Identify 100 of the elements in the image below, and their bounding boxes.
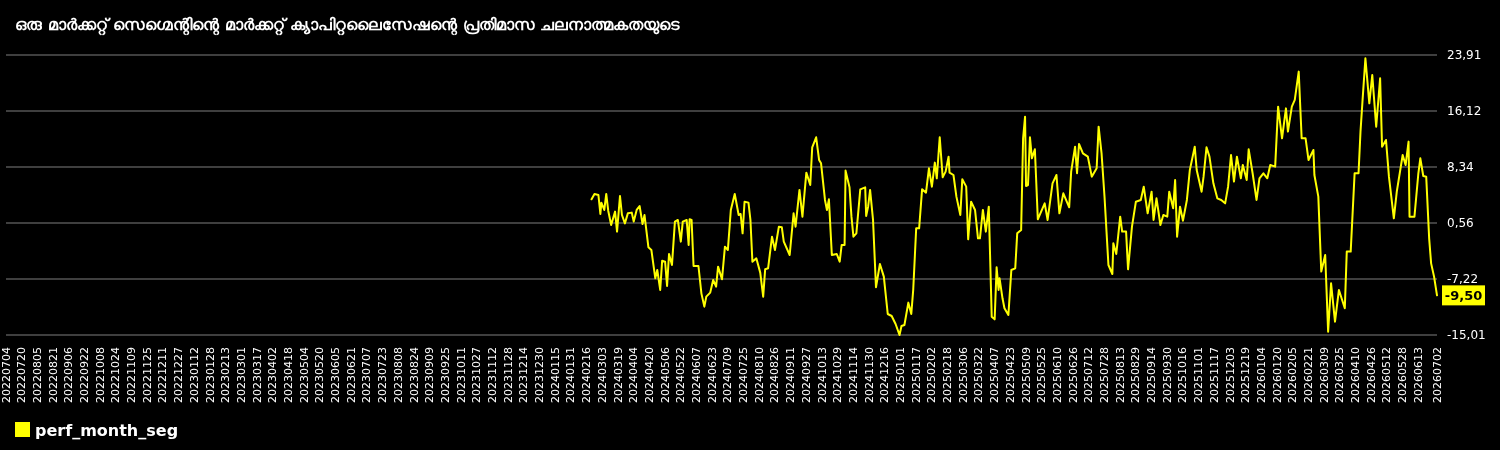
x-tick-label: 20241216 — [878, 347, 892, 403]
x-tick-label: 20221227 — [172, 347, 186, 403]
x-tick-label: 20230213 — [219, 347, 233, 403]
x-tick-label: 20230520 — [313, 347, 327, 403]
x-tick-label: 20240810 — [752, 347, 766, 403]
x-tick-label: 20231112 — [485, 347, 499, 403]
x-tick-label: 20230301 — [234, 347, 248, 403]
x-tick-label: 20221125 — [140, 347, 154, 403]
y-tick-label: 0,56 — [1447, 215, 1474, 230]
x-tick-label: 20250930 — [1160, 347, 1174, 403]
x-tick-label: 20230824 — [407, 347, 421, 403]
x-tick-label: 20260702 — [1430, 347, 1444, 403]
x-tick-label: 20240607 — [689, 347, 703, 403]
x-tick-label: 20240826 — [768, 347, 782, 403]
x-tick-label: 20250813 — [1113, 347, 1127, 403]
x-tick-label: 20240303 — [595, 347, 609, 403]
x-tick-label: 20220720 — [15, 347, 29, 403]
y-tick-label: 23,91 — [1447, 48, 1482, 62]
x-tick-label: 20260221 — [1302, 347, 1316, 403]
x-tick-label: 20241013 — [815, 347, 829, 403]
x-tick-label: 20240522 — [674, 347, 688, 403]
x-tick-label: 20240115 — [548, 347, 562, 403]
x-tick-label: 20240216 — [580, 347, 594, 403]
x-tick-label: 20250914 — [1145, 347, 1159, 403]
x-tick-label: 20241029 — [831, 347, 845, 403]
x-tick-label: 20230504 — [297, 347, 311, 403]
line-series — [590, 57, 1438, 336]
x-tick-label: 20231214 — [517, 347, 531, 403]
x-tick-label: 20260309 — [1317, 347, 1331, 403]
x-tick-label: 20260613 — [1411, 347, 1425, 403]
x-tick-label: 20230808 — [391, 347, 405, 403]
x-tick-label: 20260205 — [1286, 347, 1300, 403]
legend-label: perf_month_seg — [35, 420, 179, 440]
x-tick-label: 20260426 — [1364, 347, 1378, 403]
x-tick-label: 20251203 — [1223, 347, 1237, 403]
x-tick-label: 20220704 — [0, 347, 13, 403]
y-tick-label: 8,34 — [1447, 160, 1474, 175]
x-tick-label: 20241130 — [862, 347, 876, 403]
x-tick-label: 20240506 — [658, 347, 672, 403]
x-tick-label: 20250202 — [925, 347, 939, 403]
x-tick-label: 20250218 — [941, 347, 955, 403]
x-tick-label: 20250626 — [1066, 347, 1080, 403]
x-tick-label: 20240709 — [721, 347, 735, 403]
x-tick-label: 20240927 — [799, 347, 813, 403]
x-tick-label: 20231128 — [501, 347, 515, 403]
x-tick-label: 20250525 — [1035, 347, 1049, 403]
x-tick-label: 20250423 — [1003, 347, 1017, 403]
x-tick-label: 20220922 — [77, 347, 91, 403]
x-tick-label: 20251117 — [1207, 347, 1221, 403]
annotation: -9,50 — [1444, 287, 1483, 303]
x-tick-label: 20250117 — [909, 347, 923, 403]
x-tick-label: 20240911 — [784, 347, 798, 403]
x-tick-label: 20221024 — [109, 347, 123, 403]
x-tick-label: 20251219 — [1239, 347, 1253, 403]
x-tick-label: 20260410 — [1349, 347, 1363, 403]
x-tick-label: 20231027 — [470, 347, 484, 403]
x-tick-label: 20260104 — [1254, 347, 1268, 403]
x-tick-label: 20260120 — [1270, 347, 1284, 403]
y-tick-label: -15,01 — [1447, 328, 1486, 342]
x-tick-label: 20250712 — [1082, 347, 1096, 403]
x-tick-label: 20240319 — [611, 347, 625, 403]
x-tick-label: 20230925 — [438, 347, 452, 403]
x-tick-label: 20221211 — [156, 347, 170, 403]
x-tick-label: 20231011 — [454, 347, 468, 403]
x-tick-label: 20220805 — [30, 347, 44, 403]
x-tick-label: 20250610 — [1050, 347, 1064, 403]
y-tick-label: -7,22 — [1447, 271, 1479, 286]
x-tick-label: 20221008 — [93, 347, 107, 403]
x-tick-label: 20221109 — [125, 347, 139, 403]
x-tick-label: 20230317 — [250, 347, 264, 403]
x-tick-label: 20220906 — [62, 347, 76, 403]
x-tick-label: 20250101 — [894, 347, 907, 403]
x-tick-label: 20260528 — [1396, 347, 1410, 403]
x-tick-label: 20251101 — [1192, 347, 1206, 403]
x-tick-label: 20230128 — [203, 347, 217, 403]
x-tick-label: 20220821 — [46, 347, 60, 403]
x-tick-label: 20231230 — [533, 347, 547, 403]
x-tick-label: 20240623 — [705, 347, 719, 403]
x-tick-label: 20260512 — [1380, 347, 1394, 403]
x-tick-label: 20250509 — [1019, 347, 1033, 403]
x-tick-label: 20230723 — [376, 347, 390, 403]
x-tick-label: 20250407 — [988, 347, 1002, 403]
x-tick-label: 20250829 — [1129, 347, 1143, 403]
x-tick-label: 20240420 — [642, 347, 656, 403]
x-tick-label: 20240131 — [564, 347, 578, 403]
x-tick-label: 20240725 — [737, 347, 751, 403]
x-tick-label: 20230707 — [360, 347, 374, 403]
chart-title: ഒരു മാർക്കറ്റ് സെഗ്മെന്റിന്റെ മാർക്കറ്റ് ക്യാപിറ്റലൈസേഷന്റെ പ്രതിമാസ ചലനാത്മകതയുടെ — [15, 15, 681, 36]
x-tick-label: 20251016 — [1176, 347, 1190, 403]
y-tick-label: 16,12 — [1447, 104, 1482, 119]
x-tick-label: 20230621 — [344, 347, 358, 403]
x-tick-label: 20230605 — [329, 347, 343, 403]
x-tick-label: 20250322 — [972, 347, 986, 403]
x-tick-label: 20230418 — [281, 347, 295, 403]
x-tick-label: 20241114 — [846, 347, 860, 403]
x-tick-label: 20260325 — [1333, 347, 1347, 403]
x-tick-label: 20230112 — [187, 347, 201, 403]
x-tick-label: 20230909 — [423, 347, 437, 403]
x-tick-label: 20250728 — [1098, 347, 1112, 403]
x-tick-label: 20240404 — [627, 347, 641, 403]
